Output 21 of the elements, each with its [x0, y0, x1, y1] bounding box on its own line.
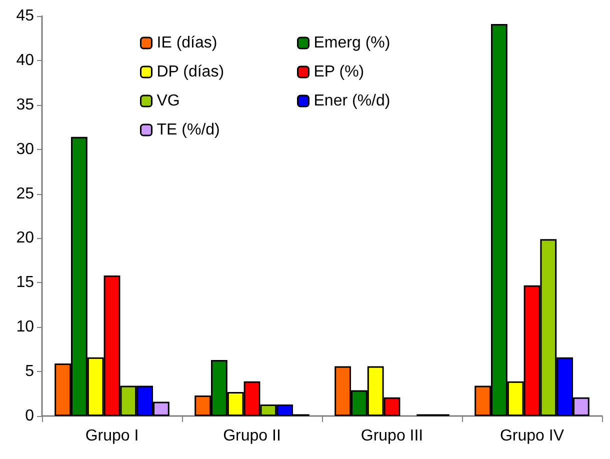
- x-tick-label: Grupo III: [360, 428, 424, 444]
- legend-label: IE (días): [156, 34, 218, 52]
- y-tick-label: 15: [16, 274, 34, 292]
- legend-label: Ener (%/d): [314, 92, 390, 110]
- y-tick-label: 40: [16, 52, 34, 69]
- y-tick-label: 25: [16, 185, 34, 202]
- y-tick-label: 45: [16, 8, 34, 24]
- y-tick-label: 10: [16, 318, 34, 336]
- legend-label: EP (%): [314, 64, 364, 80]
- y-tick-label: 30: [16, 140, 34, 158]
- x-tick-label: Grupo II: [223, 428, 281, 444]
- x-tick-label: Grupo I: [85, 428, 139, 444]
- legend-label: Emerg (%): [314, 34, 390, 52]
- legend-label: VG: [156, 92, 180, 110]
- y-tick-label: 20: [16, 230, 34, 247]
- legend-label: DP (días): [156, 64, 224, 80]
- y-tick-label: 35: [16, 96, 34, 114]
- y-tick-label: 5: [25, 363, 34, 380]
- x-tick-label: Grupo IV: [500, 428, 564, 444]
- y-tick-label: 0: [25, 408, 34, 424]
- legend-label: TE (%/d): [156, 122, 220, 138]
